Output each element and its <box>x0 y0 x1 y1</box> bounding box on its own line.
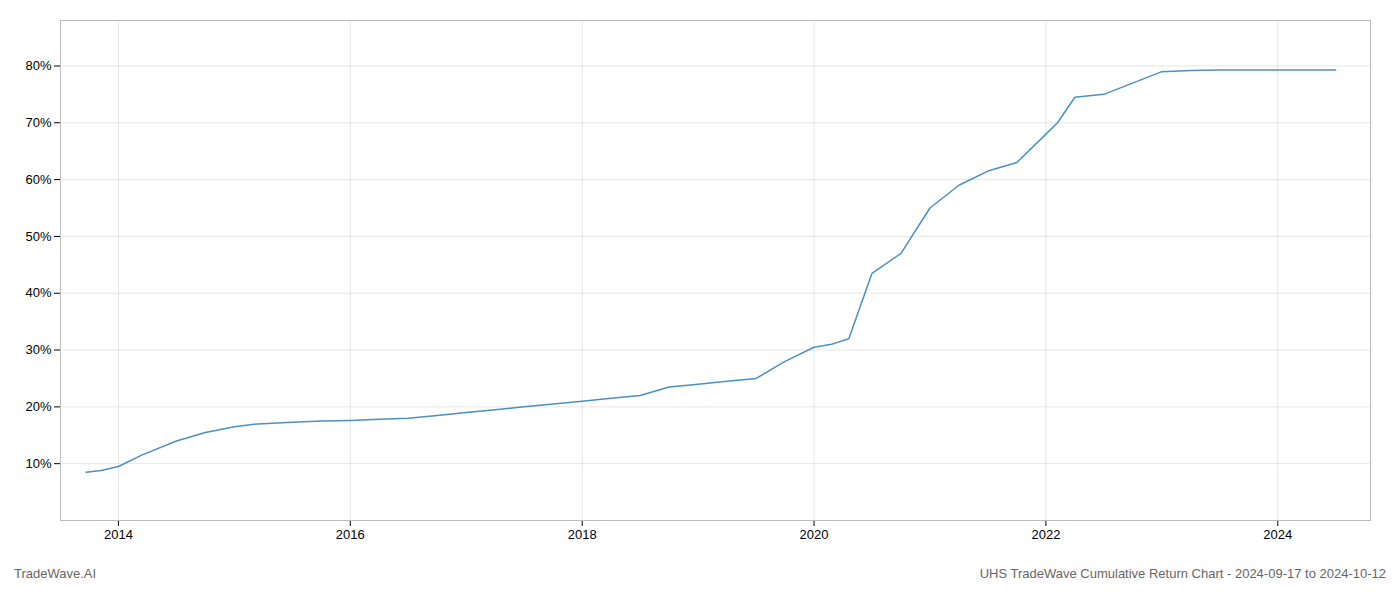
svg-text:2022: 2022 <box>1031 527 1060 542</box>
svg-text:70%: 70% <box>25 115 51 130</box>
svg-text:2016: 2016 <box>336 527 365 542</box>
svg-text:30%: 30% <box>25 342 51 357</box>
svg-text:2014: 2014 <box>104 527 133 542</box>
svg-text:50%: 50% <box>25 229 51 244</box>
svg-text:80%: 80% <box>25 58 51 73</box>
svg-text:2020: 2020 <box>800 527 829 542</box>
svg-text:60%: 60% <box>25 172 51 187</box>
html-text:UHS TradeWave Cumulative Retur: UHS TradeWave Cumulative Return Chart - … <box>979 566 1386 581</box>
svg-text:2018: 2018 <box>568 527 597 542</box>
svg-text:10%: 10% <box>25 456 51 471</box>
svg-text:40%: 40% <box>25 285 51 300</box>
svg-text:2024: 2024 <box>1263 527 1292 542</box>
html-text:TradeWave.AI: TradeWave.AI <box>14 566 97 581</box>
svg-text:20%: 20% <box>25 399 51 414</box>
